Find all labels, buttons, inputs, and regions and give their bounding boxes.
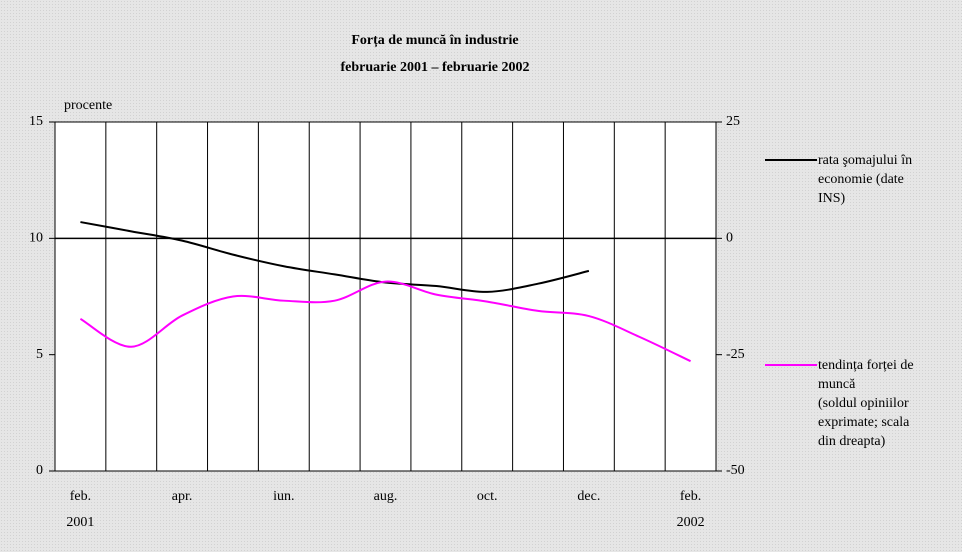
y2-tick-label: 25 — [726, 114, 740, 129]
x-tick-label: apr. — [172, 489, 193, 504]
x-tick-label: feb. — [680, 489, 701, 504]
x-tick-label: dec. — [577, 489, 600, 504]
line-series — [80, 221, 590, 293]
y2-tick-label: -25 — [726, 347, 745, 362]
chart-title: Forța de muncă în industrie — [351, 33, 518, 48]
x-year-label: 2001 — [66, 515, 94, 530]
y-tick-label: 10 — [29, 231, 43, 246]
legend-label: tendința forței de muncă (soldul opiniil… — [818, 358, 914, 449]
x-year-label: 2002 — [677, 515, 705, 530]
legend-label: rata şomajului în economie (date INS) — [818, 153, 913, 206]
y-tick-label: 15 — [29, 114, 43, 129]
y2-tick-label: 0 — [726, 231, 733, 246]
x-tick-label: iun. — [273, 489, 294, 504]
x-tick-label: oct. — [477, 489, 498, 504]
chart-subtitle: februarie 2001 – februarie 2002 — [341, 60, 530, 75]
x-tick-label: feb. — [70, 489, 91, 504]
y2-tick-label: -50 — [726, 463, 745, 478]
plot-area — [55, 122, 716, 471]
x-tick-label: aug. — [374, 489, 398, 504]
y-tick-label: 0 — [36, 463, 43, 478]
line-series — [79, 280, 692, 363]
y-tick-label: 5 — [36, 347, 43, 362]
y-axis-label: procente — [64, 98, 112, 113]
